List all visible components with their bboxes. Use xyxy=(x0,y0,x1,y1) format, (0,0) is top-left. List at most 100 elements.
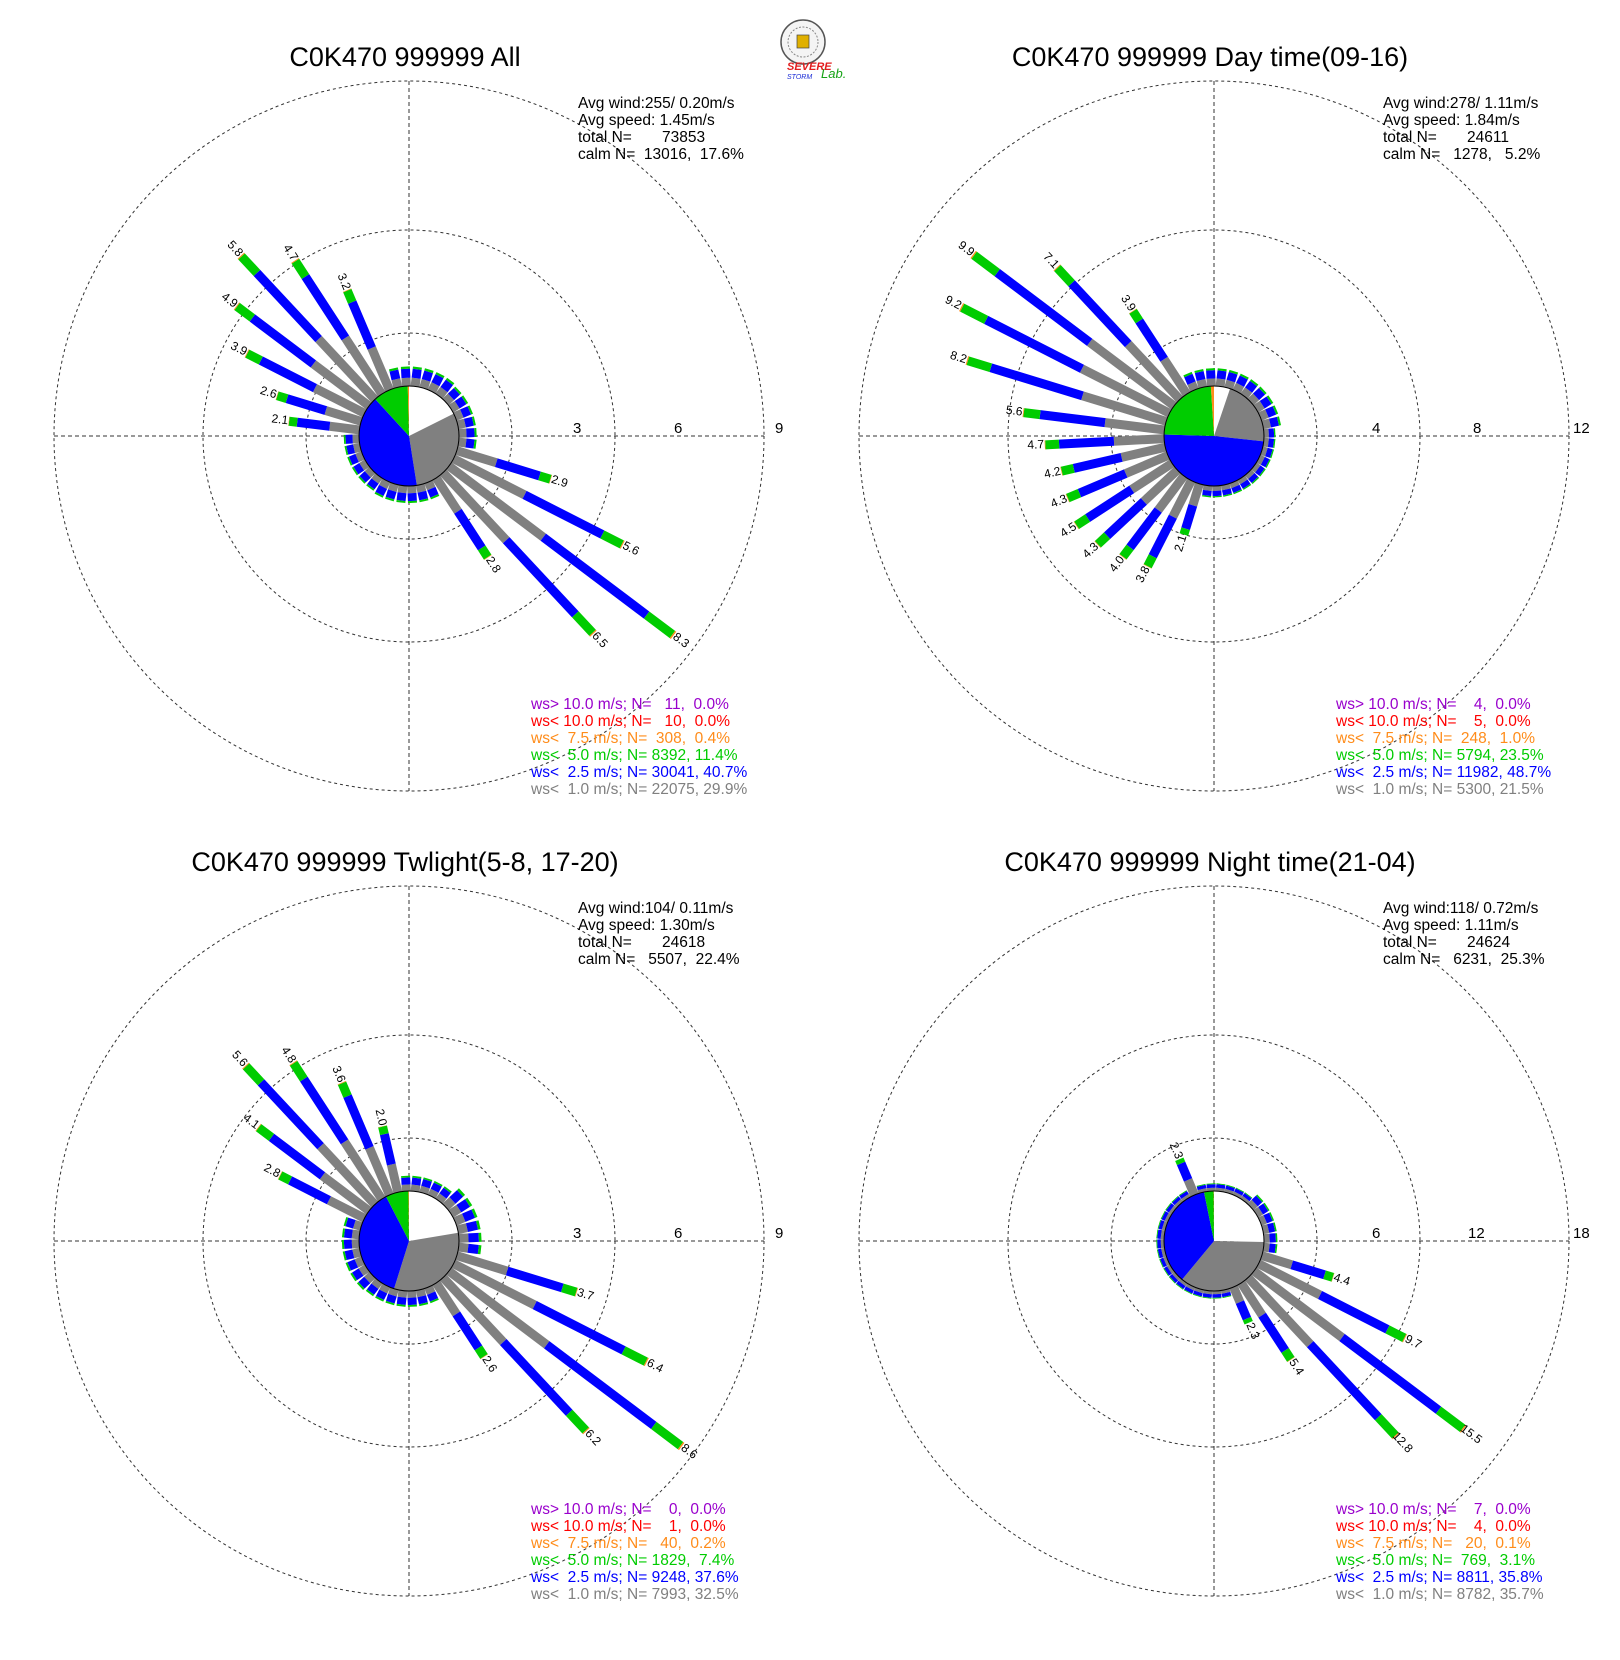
wind-bar-17-seg-2 xyxy=(423,1177,433,1182)
wind-bar-297-seg-2 xyxy=(278,1171,293,1185)
wind-bar-147-seg-2 xyxy=(474,1345,488,1359)
calm-n: calm N= 5507, 22.4% xyxy=(578,951,740,968)
wind-bar-17-seg-1 xyxy=(1226,371,1238,383)
wind-bar-287-seg-2 xyxy=(343,1217,349,1227)
calm-n: calm N= 6231, 25.3% xyxy=(1383,951,1545,968)
wind-bar-7-seg-0 xyxy=(1215,378,1226,387)
wind-bar-137-seg-2 xyxy=(1374,1414,1399,1439)
wind-bar-137-seg-0 xyxy=(1244,469,1255,480)
calm-pie-rim xyxy=(358,385,460,487)
ring-3 xyxy=(53,80,765,792)
wind-bar-347-seg-0 xyxy=(1196,378,1208,389)
wind-bar-177-seg-2 xyxy=(407,1304,417,1307)
ring-label-1: 6 xyxy=(1372,1225,1380,1242)
wind-bar-177-seg-1 xyxy=(407,1297,417,1306)
wind-bar-137-seg-0 xyxy=(439,1274,507,1346)
wind-bar-117-seg-2 xyxy=(600,530,624,549)
wind-bar-237-seg-2 xyxy=(1074,514,1091,529)
wind-bar-267-seg-1 xyxy=(343,1239,353,1249)
wind-bar-207-seg-2 xyxy=(1143,554,1157,569)
legend-lt10ms: ws< 1.0 m/s; N= 7993, 32.5% xyxy=(530,1586,739,1603)
ring-label-2: 8 xyxy=(1473,420,1481,437)
wind-bar-117-seg-0 xyxy=(1256,1259,1323,1300)
wind-bar-297-seg-2 xyxy=(245,349,263,365)
wind-bar-227-seg-1 xyxy=(358,1276,371,1289)
legend-lt10ms: ws< 1.0 m/s; N= 8782, 35.7% xyxy=(1335,1586,1544,1603)
legend-lt50: ws< 5.0 m/s; N= 8392, 11.4% xyxy=(530,747,738,764)
wind-bar-207-seg-2 xyxy=(375,1295,384,1302)
wind-bar-287-seg-2 xyxy=(276,391,289,404)
bar-label-277: 2.1 xyxy=(271,411,290,427)
wind-bar-327-seg-1 xyxy=(1135,318,1168,362)
wind-bar-197-seg-0 xyxy=(387,482,399,492)
wind-bar-257-seg-2 xyxy=(1060,463,1075,476)
wind-bar-17-seg-1 xyxy=(1225,1185,1235,1192)
wind-bar-127-seg-0 xyxy=(446,462,546,541)
bar-label-117: 6.4 xyxy=(645,1355,667,1375)
calm-pie-slice-1 xyxy=(1214,388,1264,442)
wind-bar-127-seg-0 xyxy=(446,1267,550,1349)
wind-bar-87-seg-1 xyxy=(466,428,475,438)
calm-pie-rim xyxy=(1163,1190,1265,1292)
wind-bar-257-seg-0 xyxy=(353,442,362,454)
wind-bar-257-seg-1 xyxy=(1157,1248,1164,1259)
wind-bar-197-seg-2 xyxy=(1192,1293,1202,1298)
wind-bar-327-seg-2 xyxy=(1178,1190,1187,1196)
wind-bar-237-seg-1 xyxy=(353,462,365,475)
wind-bar-287-seg-2 xyxy=(1157,1219,1162,1229)
wind-bar-77-seg-1 xyxy=(463,416,474,428)
wind-bar-67-seg-1 xyxy=(1265,406,1277,418)
wind-bar-267-seg-3 xyxy=(1044,440,1046,450)
wind-bar-287-seg-1 xyxy=(1158,1220,1165,1230)
wind-bar-17-seg-0 xyxy=(419,379,431,390)
wind-bar-297-seg-2 xyxy=(1160,1210,1166,1220)
wind-bar-287-seg-0 xyxy=(1161,1221,1168,1231)
wind-bar-257-seg-3 xyxy=(1060,466,1063,476)
windrose-panel-nighttime: 4.49.715.512.85.42.32.3 C0K470 999999 Ni… xyxy=(858,847,1590,1603)
wind-bar-27-seg-0 xyxy=(427,1188,439,1199)
wind-bar-237-seg-1 xyxy=(1085,485,1135,522)
wind-bar-327-seg-0 xyxy=(1181,1193,1191,1202)
wind-bar-147-seg-0 xyxy=(432,475,462,514)
wind-bar-7-seg-2 xyxy=(1216,1183,1226,1186)
wind-bar-357-seg-1 xyxy=(1206,370,1216,379)
wind-bar-37-seg-1 xyxy=(1245,380,1258,393)
calm-pie-slice-0 xyxy=(409,386,454,436)
wind-bar-257-seg-0 xyxy=(352,1247,362,1259)
wind-bar-207-seg-2 xyxy=(374,491,384,498)
wind-bar-357-seg-1 xyxy=(400,368,411,379)
wind-bar-97-seg-0 xyxy=(458,1242,469,1253)
calm-pie-slice-2 xyxy=(359,1196,409,1289)
wind-bar-37-seg-1 xyxy=(1242,1193,1252,1202)
wind-bar-267-seg-1 xyxy=(345,434,353,444)
wind-bar-237-seg-0 xyxy=(359,459,370,471)
wind-bar-87-seg-0 xyxy=(1263,428,1269,438)
wind-bar-287-seg-0 xyxy=(353,1219,363,1231)
wind-bar-77-seg-2 xyxy=(471,416,476,426)
wind-bar-57-seg-2 xyxy=(1266,395,1274,404)
wind-bar-87-seg-0 xyxy=(458,1233,469,1243)
panel-rings xyxy=(53,80,765,792)
calm-pie-slice-4 xyxy=(407,386,409,436)
wind-bar-227-seg-1 xyxy=(1169,1273,1179,1283)
chart-title: C0K470 999999 All xyxy=(289,42,520,72)
wind-bar-77-seg-0 xyxy=(1261,418,1272,430)
wind-bar-357-seg-2 xyxy=(1205,368,1216,371)
wind-bar-287-seg-1 xyxy=(285,394,328,415)
wind-bar-197-seg-2 xyxy=(1179,527,1190,536)
wind-bar-257-seg-1 xyxy=(1072,452,1123,473)
wind-bar-357-seg-0 xyxy=(1206,1187,1216,1192)
wind-bar-347-seg-2 xyxy=(1194,368,1204,373)
legend-lt25: ws< 2.5 m/s; N= 30041, 40.7% xyxy=(530,764,747,781)
wind-bar-277-seg-2 xyxy=(1156,1229,1159,1239)
wind-bar-57-seg-2 xyxy=(1263,1202,1270,1212)
chart-title: C0K470 999999 Night time(21-04) xyxy=(1004,847,1415,877)
wind-bar-127-seg-3 xyxy=(677,1442,685,1451)
wind-bar-177-seg-2 xyxy=(1212,495,1222,498)
wind-bar-327-seg-1 xyxy=(300,1076,349,1145)
legend-gt10: ws> 10.0 m/s; N= 7, 0.0% xyxy=(1335,1501,1531,1518)
calm-pie xyxy=(358,1190,460,1292)
wind-bar-47-seg-2 xyxy=(453,386,462,395)
wind-bar-257-seg-0 xyxy=(1120,442,1167,462)
wind-bar-97-seg-2 xyxy=(473,439,477,449)
